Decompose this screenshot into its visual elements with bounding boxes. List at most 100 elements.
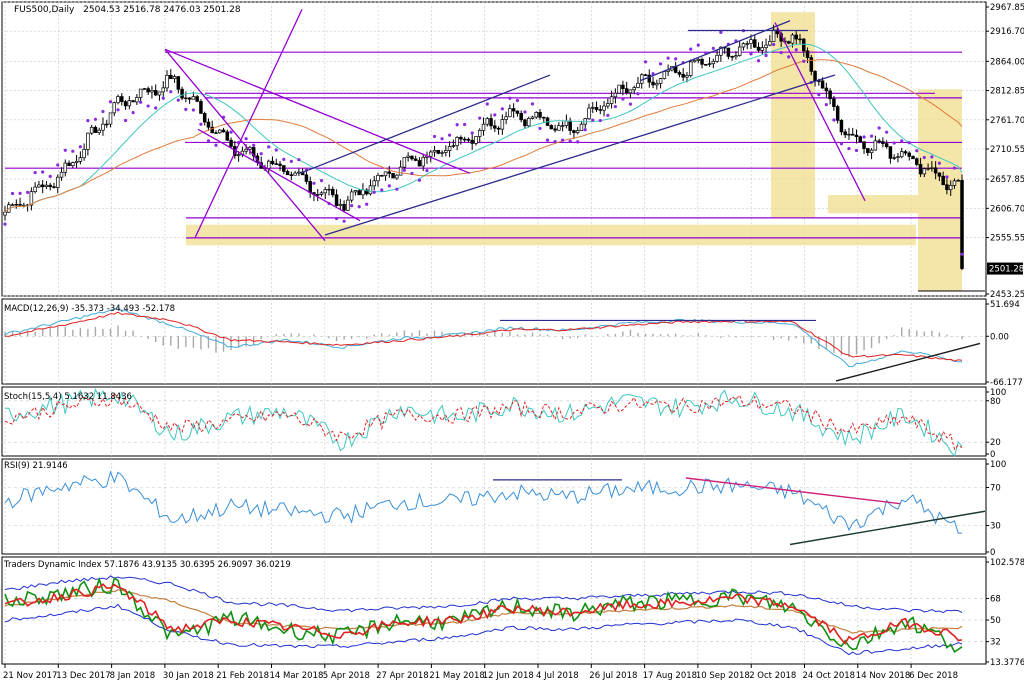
candle-body[interactable]	[688, 61, 693, 76]
candle-body[interactable]	[847, 133, 851, 136]
candle-body[interactable]	[613, 92, 618, 98]
candle-body[interactable]	[451, 145, 456, 147]
candle-body[interactable]	[658, 78, 663, 84]
candle-body[interactable]	[364, 189, 369, 195]
candle-body[interactable]	[97, 129, 101, 133]
candle-body[interactable]	[903, 151, 908, 154]
candle-body[interactable]	[82, 149, 86, 159]
candle-body[interactable]	[745, 43, 749, 45]
candle-body[interactable]	[334, 194, 339, 206]
candle-body[interactable]	[37, 184, 41, 188]
candle-body[interactable]	[651, 81, 655, 86]
candle-body[interactable]	[323, 189, 328, 194]
candle-body[interactable]	[681, 73, 685, 78]
candle-body[interactable]	[500, 119, 505, 130]
candle-body[interactable]	[285, 171, 290, 176]
rsi-panel[interactable]: 100 70 30 0	[1, 458, 1006, 558]
candle-body[interactable]	[221, 129, 226, 133]
candle-body[interactable]	[116, 96, 120, 104]
candle-body[interactable]	[760, 47, 765, 51]
candle-body[interactable]	[843, 131, 847, 136]
candle-body[interactable]	[78, 157, 83, 162]
candle-body[interactable]	[444, 150, 448, 153]
candle-body[interactable]	[387, 171, 392, 174]
candle-body[interactable]	[771, 29, 776, 42]
candle-body[interactable]	[685, 75, 689, 78]
candle-body[interactable]	[489, 118, 493, 127]
candle-body[interactable]	[195, 96, 199, 102]
candle-body[interactable]	[643, 74, 648, 76]
candle-body[interactable]	[74, 160, 79, 163]
candle-body[interactable]	[813, 71, 817, 82]
candle-body[interactable]	[941, 175, 945, 186]
candle-body[interactable]	[274, 163, 279, 165]
candle-body[interactable]	[376, 175, 380, 182]
candle-body[interactable]	[564, 120, 569, 127]
candle-body[interactable]	[176, 76, 181, 90]
price-panel[interactable]: 2967.85 2916.70 2864.00 2812.85 2761.70 2710.…	[1, 1, 1024, 300]
candle-body[interactable]	[937, 172, 942, 177]
candle-body[interactable]	[756, 46, 761, 51]
candle-body[interactable]	[346, 199, 350, 211]
candle-body[interactable]	[737, 46, 742, 56]
candle-body[interactable]	[835, 106, 840, 121]
candle-body[interactable]	[930, 167, 934, 169]
candle-body[interactable]	[142, 88, 147, 90]
candle-body[interactable]	[568, 120, 572, 131]
candle-body[interactable]	[956, 180, 960, 182]
candle-body[interactable]	[692, 60, 697, 63]
candle-body[interactable]	[805, 50, 810, 58]
candle-body[interactable]	[538, 112, 542, 118]
candle-body[interactable]	[477, 130, 482, 137]
candle-body[interactable]	[696, 58, 701, 61]
candle-body[interactable]	[123, 101, 128, 107]
candle-body[interactable]	[707, 63, 712, 65]
candle-body[interactable]	[466, 138, 471, 141]
candle-body[interactable]	[892, 157, 896, 159]
candle-body[interactable]	[398, 166, 403, 176]
candle-body[interactable]	[244, 148, 248, 152]
candle-body[interactable]	[655, 83, 659, 86]
candle-body[interactable]	[135, 97, 139, 103]
candle-body[interactable]	[948, 184, 953, 191]
candle-body[interactable]	[447, 146, 452, 151]
candle-body[interactable]	[594, 107, 599, 110]
candle-body[interactable]	[587, 107, 591, 120]
candle-body[interactable]	[429, 151, 433, 157]
candle-body[interactable]	[391, 173, 395, 179]
candle-body[interactable]	[33, 186, 37, 192]
candle-body[interactable]	[67, 162, 71, 167]
candle-body[interactable]	[786, 41, 791, 44]
candle-body[interactable]	[368, 185, 373, 195]
candle-body[interactable]	[395, 174, 399, 179]
candle-body[interactable]	[662, 71, 667, 79]
candle-body[interactable]	[417, 160, 422, 167]
candle-body[interactable]	[918, 164, 923, 175]
candle-body[interactable]	[293, 172, 297, 176]
candle-body[interactable]	[609, 96, 614, 104]
candle-body[interactable]	[184, 97, 188, 100]
candle-body[interactable]	[508, 108, 512, 118]
candle-body[interactable]	[165, 74, 169, 89]
candle-body[interactable]	[504, 116, 508, 120]
candle-body[interactable]	[289, 174, 294, 176]
candle-body[interactable]	[519, 113, 523, 121]
candle-body[interactable]	[591, 107, 595, 109]
candle-body[interactable]	[481, 123, 486, 131]
candle-body[interactable]	[560, 125, 565, 127]
candle-body[interactable]	[206, 121, 211, 128]
candle-body[interactable]	[14, 203, 19, 206]
tdi-panel[interactable]: 102.5787 68 50 32 13.3776	[1, 556, 1024, 668]
candle-body[interactable]	[700, 58, 704, 65]
candle-body[interactable]	[647, 74, 652, 83]
candle-body[interactable]	[598, 109, 603, 111]
candle-body[interactable]	[734, 55, 738, 58]
candle-body[interactable]	[40, 184, 45, 188]
candle-body[interactable]	[150, 90, 154, 93]
candle-body[interactable]	[225, 131, 230, 141]
candle-body[interactable]	[459, 137, 463, 140]
candle-body[interactable]	[191, 96, 196, 100]
candle-body[interactable]	[526, 118, 531, 127]
candle-body[interactable]	[146, 88, 150, 93]
candle-body[interactable]	[342, 203, 346, 211]
